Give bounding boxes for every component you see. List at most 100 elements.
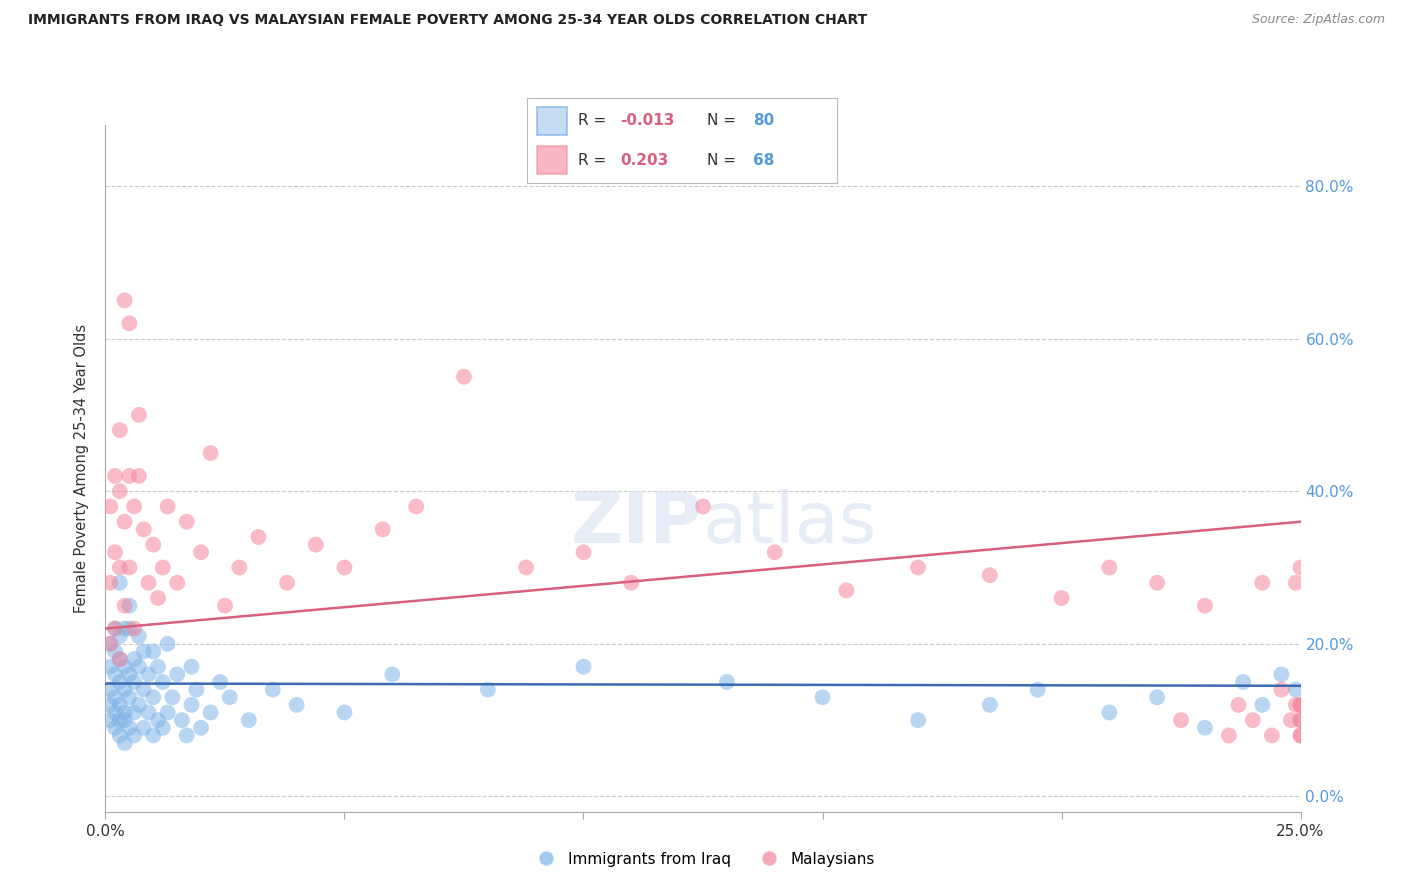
Point: [1289, 698, 1312, 712]
Point: [98, 500, 121, 514]
Point: [142, 690, 165, 705]
Point: [98, 698, 121, 712]
Text: Source: ZipAtlas.com: Source: ZipAtlas.com: [1251, 13, 1385, 27]
Point: [108, 652, 131, 666]
Text: -0.013: -0.013: [620, 113, 675, 128]
Point: [118, 469, 141, 483]
Point: [166, 575, 188, 590]
Point: [1098, 706, 1121, 720]
Point: [142, 728, 165, 742]
Point: [104, 469, 127, 483]
Point: [176, 728, 198, 742]
Point: [190, 545, 212, 559]
Point: [381, 667, 404, 681]
Point: [262, 682, 284, 697]
Point: [716, 675, 738, 690]
Point: [620, 575, 643, 590]
Point: [122, 652, 145, 666]
Point: [142, 644, 165, 658]
Point: [108, 713, 131, 727]
Legend: Immigrants from Iraq, Malaysians: Immigrants from Iraq, Malaysians: [524, 846, 882, 872]
Point: [104, 622, 127, 636]
Point: [156, 637, 179, 651]
Point: [835, 583, 858, 598]
Point: [572, 659, 595, 673]
Text: 0.203: 0.203: [620, 153, 668, 168]
Point: [907, 713, 929, 727]
Bar: [537, 107, 568, 135]
Point: [138, 575, 160, 590]
Point: [1170, 713, 1192, 727]
Point: [1289, 713, 1312, 727]
Point: [104, 690, 127, 705]
Point: [1251, 575, 1274, 590]
Point: [1270, 667, 1292, 681]
Point: [108, 728, 131, 742]
Point: [114, 659, 136, 673]
Point: [218, 690, 240, 705]
Point: [108, 560, 131, 574]
Point: [98, 659, 121, 673]
Point: [98, 637, 121, 651]
Point: [209, 675, 232, 690]
Point: [108, 484, 131, 499]
Point: [118, 690, 141, 705]
Point: [453, 369, 475, 384]
Point: [186, 682, 208, 697]
Point: [122, 622, 145, 636]
Text: R =: R =: [578, 153, 606, 168]
Point: [122, 728, 145, 742]
Point: [114, 599, 136, 613]
Point: [1289, 713, 1312, 727]
Point: [156, 500, 179, 514]
Point: [152, 675, 174, 690]
Point: [98, 637, 121, 651]
Point: [114, 682, 136, 697]
Point: [118, 316, 141, 330]
Point: [763, 545, 786, 559]
Point: [692, 500, 714, 514]
Point: [108, 629, 131, 643]
Point: [190, 721, 212, 735]
Point: [170, 713, 193, 727]
Point: [1218, 728, 1240, 742]
Text: R =: R =: [578, 113, 606, 128]
Point: [104, 644, 127, 658]
Point: [156, 706, 179, 720]
Point: [108, 423, 131, 437]
Point: [118, 667, 141, 681]
Point: [118, 622, 141, 636]
Point: [811, 690, 834, 705]
Point: [333, 560, 356, 574]
Text: ZIP: ZIP: [571, 489, 703, 558]
Point: [285, 698, 308, 712]
Point: [247, 530, 270, 544]
Point: [132, 682, 155, 697]
Point: [1227, 698, 1250, 712]
Point: [1194, 599, 1216, 613]
Point: [114, 622, 136, 636]
Point: [114, 293, 136, 308]
Text: N =: N =: [707, 153, 735, 168]
Point: [1146, 575, 1168, 590]
Point: [128, 659, 150, 673]
Point: [1251, 698, 1274, 712]
Point: [1289, 728, 1312, 742]
Point: [371, 522, 394, 536]
Point: [1285, 575, 1308, 590]
Point: [114, 713, 136, 727]
Point: [1241, 713, 1264, 727]
Text: 80: 80: [754, 113, 775, 128]
Point: [128, 629, 150, 643]
Point: [98, 713, 121, 727]
Point: [132, 522, 155, 536]
Point: [979, 698, 1001, 712]
Text: N =: N =: [707, 113, 735, 128]
Point: [132, 721, 155, 735]
Point: [114, 736, 136, 750]
Point: [1194, 721, 1216, 735]
Point: [1261, 728, 1284, 742]
Point: [128, 469, 150, 483]
Point: [477, 682, 499, 697]
Point: [132, 644, 155, 658]
